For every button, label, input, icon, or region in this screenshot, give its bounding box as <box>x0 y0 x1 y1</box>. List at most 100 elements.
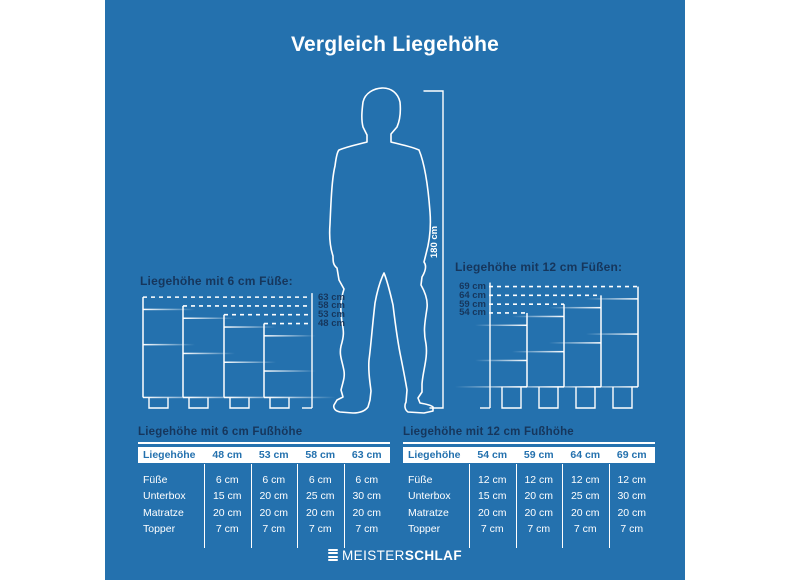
table-12cm-feet: Liegehöhe mit 12 cm Fußhöhe Liegehöhe 54 … <box>403 426 655 548</box>
header-height-value: 59 cm <box>523 448 554 461</box>
height-bracket <box>423 90 444 409</box>
bed-layer-line <box>224 396 296 399</box>
human-figure-outline <box>328 87 434 414</box>
mattress-layers-icon <box>328 549 339 561</box>
row-label: Unterbox <box>408 490 451 503</box>
bed-layer-line <box>264 335 316 337</box>
header-height-value: 69 cm <box>616 448 647 461</box>
table-body: Füße 12 cm 12 cm 12 cm 12 cm Unterbox 15 cm 20 … <box>403 463 655 548</box>
row-value: 25 cm <box>305 490 335 503</box>
row-value: 20 cm <box>524 506 554 519</box>
bed-foot <box>188 397 209 409</box>
row-value: 6 cm <box>262 473 286 486</box>
row-value: 20 cm <box>570 506 600 519</box>
bed-layer-line <box>183 352 235 355</box>
bed-foot <box>269 397 290 409</box>
measure-label: 64 cm <box>459 289 486 301</box>
header-height-value: 53 cm <box>258 448 289 461</box>
table-title: Liegehöhe mit 6 cm Fußhöhe <box>138 426 303 438</box>
bed-layer-line <box>224 361 276 363</box>
row-value: 12 cm <box>617 473 647 486</box>
row-value: 25 cm <box>570 490 600 503</box>
header-height-value: 63 cm <box>351 448 382 461</box>
header-height-value: 58 cm <box>305 448 336 461</box>
column-divider <box>608 463 610 548</box>
table-row: Topper 7 cm 7 cm 7 cm 7 cm <box>138 521 390 538</box>
column-divider <box>469 463 471 548</box>
table-row: Füße 6 cm 6 cm 6 cm 6 cm <box>138 472 390 489</box>
row-value: 12 cm <box>570 473 600 486</box>
measure-label: 59 cm <box>459 298 486 310</box>
blue-background <box>105 0 685 580</box>
bed-foot <box>612 386 633 409</box>
bed-layer-line <box>143 396 215 399</box>
row-value: 30 cm <box>617 490 647 503</box>
table-row: Unterbox 15 cm 20 cm 25 cm 30 cm <box>138 488 390 505</box>
row-value: 20 cm <box>352 506 382 519</box>
row-value: 7 cm <box>480 523 504 536</box>
header-row-label: Liegehöhe <box>143 448 196 461</box>
bed-layer-line <box>143 343 195 346</box>
page-title: Vergleich Liegehöhe <box>290 33 500 56</box>
measure-label: 58 cm <box>318 300 345 312</box>
row-label: Matratze <box>143 506 184 519</box>
bed-diagrams <box>142 282 639 409</box>
bed-layer-line <box>586 333 638 335</box>
column-divider <box>562 463 564 548</box>
bed-layer-line <box>183 396 255 399</box>
column-divider <box>343 463 345 548</box>
row-value: 6 cm <box>215 473 239 486</box>
bed-foot <box>501 386 522 409</box>
row-value: 20 cm <box>259 506 289 519</box>
row-value: 15 cm <box>212 490 242 503</box>
bed-layer-line <box>492 386 564 388</box>
row-value: 20 cm <box>617 506 647 519</box>
bed-layer-line <box>264 370 316 372</box>
bed-layer-line <box>264 396 336 399</box>
figure-height-label: 180 cm <box>429 226 440 258</box>
measure-label: 48 cm <box>318 318 345 330</box>
row-label: Füße <box>143 473 168 486</box>
row-value: 7 cm <box>620 523 644 536</box>
brand-logo: MEISTERSCHLAF <box>105 545 685 565</box>
header-height-value: 48 cm <box>212 448 243 461</box>
row-value: 7 cm <box>527 523 551 536</box>
brand-name-bold: SCHLAF <box>404 547 462 563</box>
bed-layer-line <box>475 324 527 327</box>
bed-foot <box>229 397 250 409</box>
column-divider <box>515 463 517 548</box>
bed-layer-line <box>183 317 235 319</box>
measure-label: 53 cm <box>318 309 345 321</box>
brand-name-regular: MEISTER <box>342 547 405 563</box>
left-group-heading: Liegehöhe mit 6 cm Füße: <box>140 274 293 288</box>
row-value: 7 cm <box>215 523 239 536</box>
column-divider <box>250 463 252 548</box>
bed-foot <box>538 386 559 409</box>
bed-layer-line <box>529 386 601 388</box>
right-group-heading: Liegehöhe mit 12 cm Füßen: <box>455 260 623 274</box>
row-value: 20 cm <box>477 506 507 519</box>
row-value: 20 cm <box>524 490 554 503</box>
row-value: 30 cm <box>352 490 382 503</box>
table-row: Matratze 20 cm 20 cm 20 cm 20 cm <box>138 505 390 522</box>
row-value: 7 cm <box>262 523 286 536</box>
table-header-row: Liegehöhe 48 cm 53 cm 58 cm 63 cm <box>138 446 390 463</box>
measure-label: 63 cm <box>318 291 345 303</box>
table-body: Füße 6 cm 6 cm 6 cm 6 cm Unterbox 15 cm 20 cm 25… <box>138 463 390 548</box>
row-label: Topper <box>408 523 441 536</box>
bed-layer-line <box>143 308 195 311</box>
row-label: Unterbox <box>143 490 186 503</box>
table-title-underline <box>403 442 655 444</box>
header-row-label: Liegehöhe <box>408 448 461 461</box>
table-6cm-feet: Liegehöhe mit 6 cm Fußhöhe Liegehöhe 48 c… <box>138 426 390 548</box>
table-title-underline <box>138 442 390 444</box>
header-height-value: 64 cm <box>570 448 601 461</box>
row-value: 7 cm <box>308 523 332 536</box>
header-height-value: 54 cm <box>477 448 508 461</box>
table-row: Matratze 20 cm 20 cm 20 cm 20 cm <box>403 505 655 522</box>
bed-foot <box>148 397 169 409</box>
table-header-row: Liegehöhe 54 cm 59 cm 64 cm 69 cm <box>403 446 655 463</box>
bed-layer-line <box>224 326 276 328</box>
